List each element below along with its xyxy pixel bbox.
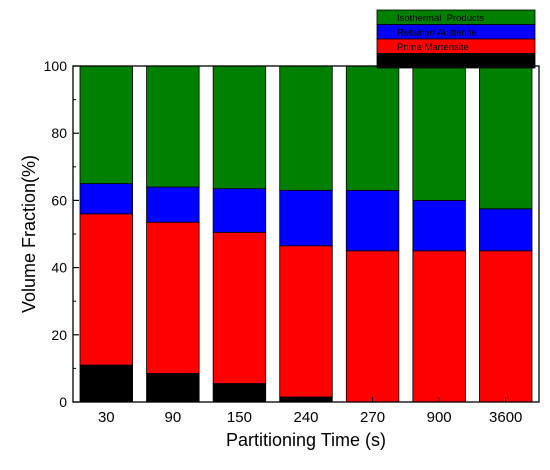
bar-segment-isothermal-products-3600 xyxy=(479,65,533,210)
y-tick-label: 20 xyxy=(51,327,67,343)
x-tick-label: 3600 xyxy=(489,409,522,426)
y-tick-label: 100 xyxy=(44,58,68,74)
bar-segment-retained-austenite-240 xyxy=(279,189,333,247)
x-tick-label: 270 xyxy=(360,409,385,426)
y-tick-label: 60 xyxy=(51,192,67,208)
bar-segment-isothermal-products-240 xyxy=(279,65,333,191)
y-axis-title: Volume Fraction(%) xyxy=(19,155,39,313)
x-tick-label: 150 xyxy=(227,409,252,426)
bar-segment-isothermal-products-30 xyxy=(79,65,133,184)
bar-segment-prime-martensite-90 xyxy=(146,221,200,374)
bar-segment-isothermal-products-900 xyxy=(412,65,466,201)
bar-segment-retained-austenite-270 xyxy=(345,189,400,252)
bar-segment-retained-austenite-30 xyxy=(79,183,133,215)
y-tick-label: 80 xyxy=(51,125,67,141)
bars-layer xyxy=(79,65,533,403)
x-tick-label: 30 xyxy=(98,409,115,426)
bar-segment-retained-austenite-90 xyxy=(146,186,200,223)
bar-segment-retained-austenite-150 xyxy=(212,188,267,233)
x-axis-title: Partitioning Time (s) xyxy=(226,430,386,450)
bar-segment-isothermal-products-90 xyxy=(146,65,200,188)
bar-segment-prime-martensite-900 xyxy=(412,250,466,403)
legend-label: Prime Martensite xyxy=(397,42,469,53)
bar-segment-prime-martensite-270 xyxy=(345,250,400,403)
bar-segment-fresh-martensite-30 xyxy=(79,364,133,403)
x-tick-label: 900 xyxy=(427,409,452,426)
legend-swatch-fresh-martensite xyxy=(376,53,536,69)
x-tick-label: 240 xyxy=(293,409,318,426)
bar-segment-isothermal-products-150 xyxy=(212,65,267,190)
axes-layer: 0 20 40 60 80 100 30 90 150 240 270 900 3600 xyxy=(44,58,523,426)
bar-segment-isothermal-products-270 xyxy=(345,65,400,191)
bar-segment-retained-austenite-900 xyxy=(412,199,466,252)
legend: Isothermal Products Retained Austenite Pri… xyxy=(376,9,536,69)
bar-segment-prime-martensite-150 xyxy=(212,231,267,384)
y-tick-label: 40 xyxy=(51,260,67,276)
bar-segment-prime-martensite-30 xyxy=(79,213,133,366)
x-tick-label: 90 xyxy=(165,409,182,426)
bar-segment-prime-martensite-240 xyxy=(279,245,333,398)
bar-segment-retained-austenite-3600 xyxy=(479,208,533,252)
legend-label: Isothermal Products xyxy=(397,13,484,24)
legend-label: Fresh Martensite xyxy=(397,57,468,68)
y-tick-label: 0 xyxy=(59,394,67,410)
legend-label: Retained Austenite xyxy=(397,28,477,39)
bar-segment-prime-martensite-3600 xyxy=(479,250,533,403)
